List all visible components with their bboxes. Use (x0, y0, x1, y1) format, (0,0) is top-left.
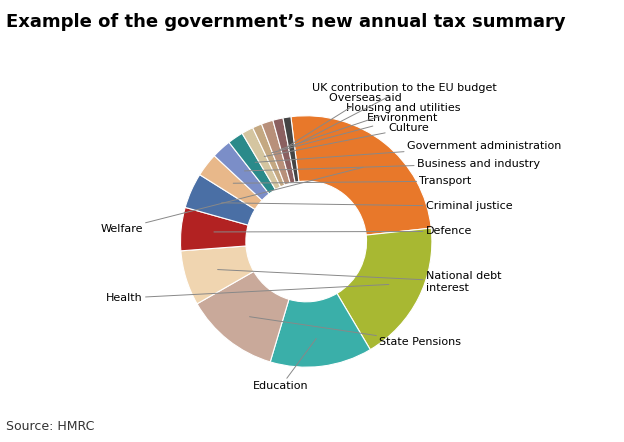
Wedge shape (273, 118, 295, 183)
Text: State Pensions: State Pensions (250, 317, 461, 347)
Wedge shape (181, 246, 254, 304)
Text: Health: Health (106, 285, 389, 303)
Text: Housing and utilities: Housing and utilities (279, 103, 461, 150)
Wedge shape (261, 120, 290, 185)
Text: Overseas aid: Overseas aid (287, 93, 402, 147)
Wedge shape (283, 117, 299, 182)
Wedge shape (253, 124, 285, 187)
Wedge shape (214, 142, 269, 200)
Text: Criminal justice: Criminal justice (222, 201, 512, 211)
Wedge shape (242, 128, 281, 190)
Text: Business and industry: Business and industry (245, 159, 540, 171)
Wedge shape (185, 175, 255, 225)
Wedge shape (337, 228, 432, 350)
Text: Transport: Transport (233, 176, 472, 186)
Wedge shape (200, 156, 262, 210)
Text: National debt
interest: National debt interest (218, 270, 501, 293)
Wedge shape (270, 293, 370, 367)
Text: Defence: Defence (214, 226, 472, 236)
Wedge shape (197, 271, 289, 362)
Text: Education: Education (253, 339, 316, 391)
Text: Culture: Culture (264, 123, 429, 156)
Wedge shape (291, 116, 431, 235)
Text: Source: HMRC: Source: HMRC (6, 420, 95, 433)
Text: Environment: Environment (271, 113, 438, 153)
Text: Government administration: Government administration (255, 141, 561, 162)
Text: Example of the government’s new annual tax summary: Example of the government’s new annual t… (6, 13, 566, 31)
Wedge shape (229, 133, 275, 194)
Text: Welfare: Welfare (100, 168, 363, 234)
Wedge shape (180, 207, 248, 251)
Text: UK contribution to the EU budget: UK contribution to the EU budget (294, 83, 497, 146)
